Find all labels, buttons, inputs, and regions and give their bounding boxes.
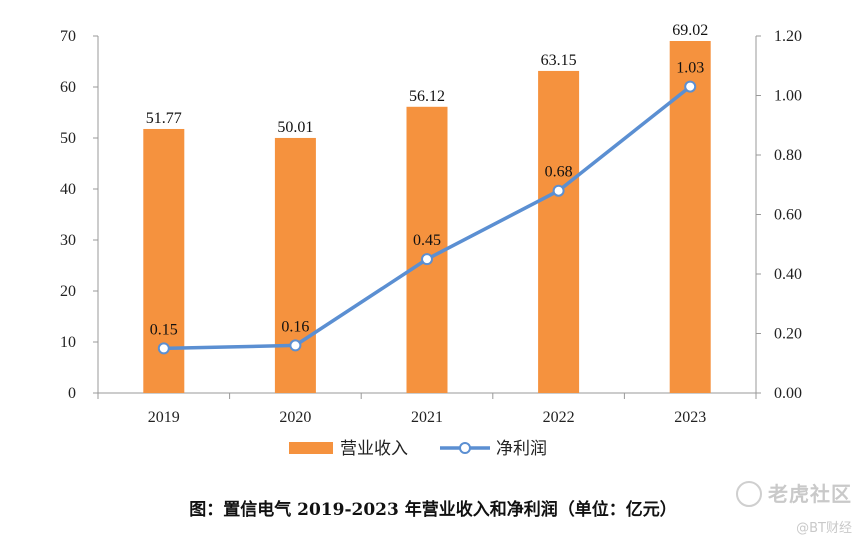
x-tick-label: 2022 [543,409,575,426]
right-tick-label: 1.20 [774,28,802,45]
axes: 0 10 20 30 40 50 60 70 0.00 0.20 0.40 0.60 0.80 1.00 1… [60,28,802,426]
profit-point [421,253,433,266]
revenue-data-label: 56.12 [409,88,445,105]
profit-point [157,342,170,355]
profit-line [157,80,697,355]
profit-data-label: 0.16 [281,318,309,335]
revenue-data-label: 69.02 [672,22,708,39]
x-tick-label: 2021 [411,409,443,426]
legend-profit-label: 净利润 [496,439,547,459]
watermark-logo-icon [736,480,762,507]
watermark-main: 老虎社区 [736,478,852,509]
profit-point [289,339,302,352]
revenue-bar [669,40,711,394]
revenue-bar [406,106,448,394]
profit-data-label: 0.68 [545,164,573,181]
watermark: 老虎社区 @BT财经 [736,478,852,536]
right-tick-label: 0.80 [774,147,802,164]
right-tick-label: 0.00 [774,385,802,402]
left-tick-label: 20 [60,283,76,300]
combo-chart: 0 10 20 30 40 50 60 70 0.00 0.20 0.40 0.60 0.80 1.00 1… [60,22,802,459]
left-tick-label: 50 [60,130,76,147]
left-tick-label: 60 [60,79,76,96]
profit-data-label: 0.45 [413,232,441,249]
x-tick-label: 2020 [279,409,311,426]
left-tick-label: 70 [60,28,76,45]
legend: 营业收入 净利润 [289,439,547,459]
profit-data-label: 1.03 [676,60,704,77]
revenue-bar [274,137,316,393]
profit-point [684,80,697,93]
watermark-sub: @BT财经 [796,520,852,536]
right-tick-label: 0.20 [774,326,802,343]
left-tick-label: 10 [60,334,76,351]
right-tick-label: 0.60 [774,207,802,224]
left-tick-label: 30 [60,232,76,249]
revenue-data-label: 51.77 [146,110,182,127]
x-tick-label: 2019 [148,409,180,426]
left-tick-label: 40 [60,181,76,198]
legend-revenue-swatch [289,442,333,454]
legend-profit-marker [459,442,471,454]
data-labels: 51.77 50.01 56.12 63.15 69.02 0.15 0.16 0.45 0.6… [146,22,708,338]
revenue-data-label: 50.01 [277,119,313,136]
revenue-data-label: 63.15 [541,52,577,69]
x-tick-label: 2023 [674,409,706,426]
left-tick-label: 0 [68,385,76,402]
revenue-bar [538,70,580,393]
legend-revenue-label: 营业收入 [340,439,408,459]
profit-data-label: 0.15 [150,321,178,338]
right-tick-label: 1.00 [774,88,802,105]
revenue-bars [143,40,711,394]
right-tick-label: 0.40 [774,266,802,283]
profit-point [552,184,565,197]
figure-caption: 图：置信电气 2019-2023 年营业收入和净利润（单位：亿元） [189,500,677,520]
